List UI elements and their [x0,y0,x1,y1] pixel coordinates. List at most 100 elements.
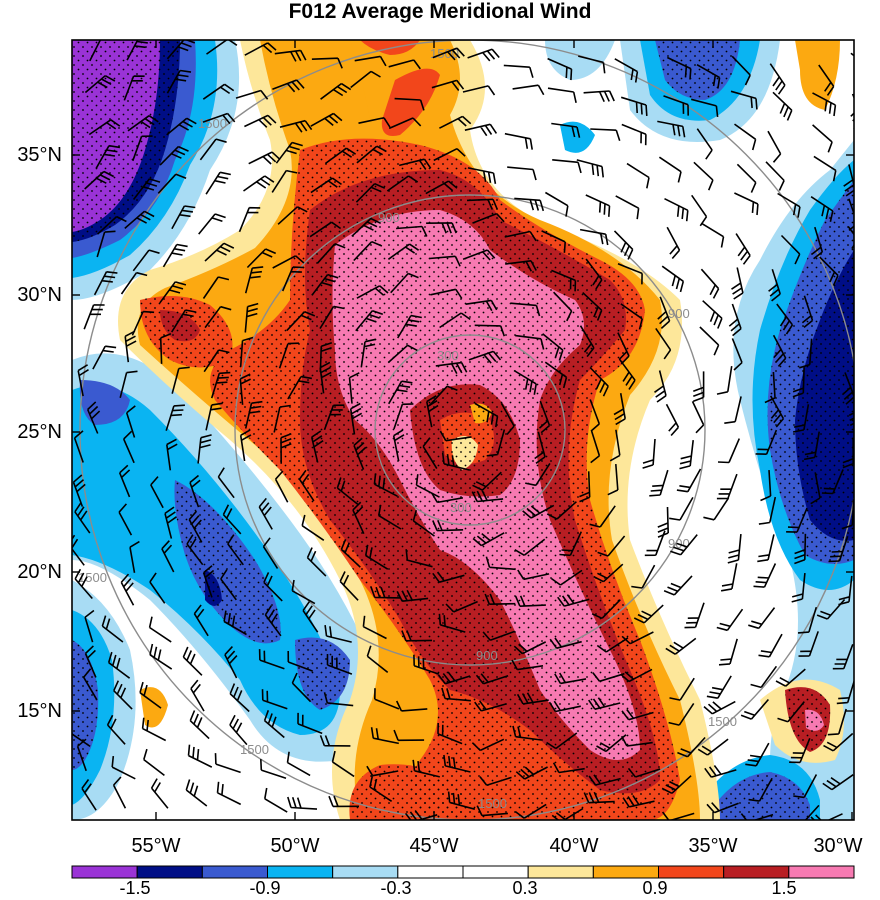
wind-barb [112,776,127,809]
wind-barb [542,333,564,361]
wind-barb [111,756,136,780]
wind-barb [745,742,770,767]
wind-barb [356,285,389,299]
wind-barb [193,604,209,637]
wind-barb [791,804,820,820]
wind-barb [77,364,89,397]
wind-barb [432,571,465,583]
wind-barb [613,393,626,426]
wind-barb [853,127,854,130]
wind-barb [354,55,387,67]
wind-barb [373,473,398,497]
wind-barb [220,569,237,601]
wind-barb [780,234,801,265]
wind-barb [387,243,420,260]
wind-barb [772,91,793,121]
wind-barb [202,276,230,299]
wind-barb [769,63,786,95]
ring-label-1500-c: 1500 [478,796,507,811]
wind-barb [124,330,137,363]
wind-barb [393,729,425,742]
wind-barb [190,679,205,712]
wind-barb [366,765,399,777]
wind-barb [301,514,325,541]
wind-barb [243,175,275,192]
wind-barb [106,714,126,745]
wind-barb [823,732,854,752]
colorbar-box [71,865,138,879]
wind-barb [76,738,87,772]
wind-barb [810,472,821,505]
wind-barb [642,438,656,469]
wind-barb [340,538,361,568]
wind-barb [443,754,471,773]
wind-barb [551,122,581,138]
wind-barb [702,300,723,329]
wind-barb [546,501,577,520]
wind-barb [549,637,582,649]
wind-barb [199,138,227,161]
wind-barb [166,438,178,471]
wind-barb [706,675,732,699]
wind-barb [393,403,414,430]
wind-barb [479,776,512,787]
wind-barb [141,717,167,742]
wind-barb [512,725,542,741]
wind-barb [514,197,545,212]
wind-barb [538,400,551,434]
wind-barb [127,115,159,132]
wind-barb [654,370,667,403]
wind-barb [320,82,352,100]
wind-barb [426,395,439,428]
wind-barb [161,540,175,573]
ring-label-900-b: 900 [476,648,498,663]
wind-barb [331,750,355,778]
wind-barb [858,271,872,302]
colorbar-box [723,865,790,879]
wind-barb [554,672,587,685]
wind-barb [589,505,616,528]
wind-barb [801,295,814,329]
wind-barb [275,141,303,164]
wind-barb [310,112,343,127]
wind-barb [794,533,807,565]
wind-barb [437,671,471,685]
wind-barb [553,291,573,322]
wind-barb [693,161,714,191]
wind-barb [750,665,778,689]
wind-barb [439,312,471,329]
wind-barb [789,738,811,764]
wind-barb [124,210,155,230]
wind-barb [286,310,316,332]
colorbar-box [397,865,464,879]
wind-barb [753,563,777,588]
wind-barb [811,226,824,260]
wind-barb [474,324,506,337]
wind-barb [118,503,133,536]
wind-barb [544,191,569,217]
wind-barb [74,502,91,534]
wind-barb [171,205,196,230]
wind-barb [734,192,759,216]
wind-barb [615,195,640,220]
wind-barb [505,260,537,272]
wind-barb [432,47,465,61]
wind-barb [430,288,463,299]
wind-barb [198,213,226,235]
wind-barb [576,159,604,178]
wind-barb [585,258,603,290]
wind-barb [856,299,868,330]
wind-barb [792,367,805,398]
wind-barb [189,474,201,508]
wind-barb [272,79,305,93]
wind-barb [727,534,742,564]
wind-barb [274,470,289,503]
wind-barb [262,537,279,569]
wind-barb [171,309,197,333]
wind-barb [244,400,263,429]
wind-barb [264,605,282,637]
wind-barb [626,162,650,189]
wind-barb [609,429,621,462]
wind-barb [676,468,702,493]
wind-barb [468,350,502,364]
